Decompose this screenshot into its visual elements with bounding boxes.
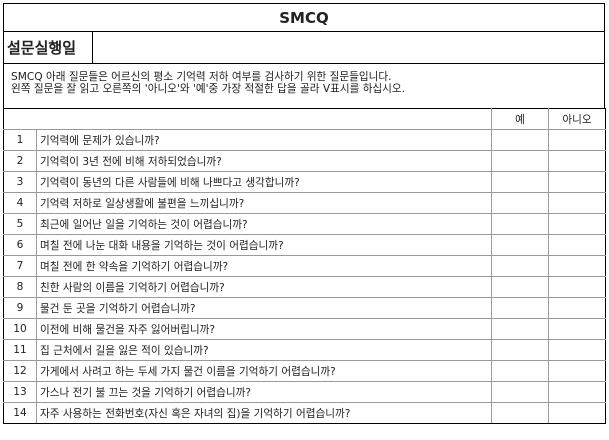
instruction-line: SMCQ 아래 질문들은 어르신의 평소 기억력 저하 여부를 검사하기 위한 … (11, 71, 392, 83)
header-no: 아니오 (548, 108, 606, 130)
table-row: 11 집 근처에서 길을 잃은 적이 있습니까? (3, 339, 606, 361)
question-number: 2 (3, 150, 37, 172)
answer-yes-cell[interactable] (491, 213, 549, 235)
header-question (36, 108, 492, 130)
question-text: 집 근처에서 길을 잃은 적이 있습니까? (36, 339, 492, 361)
question-text: 며칠 전에 한 약속을 기억하기 어렵습니까? (36, 255, 492, 277)
answer-no-cell[interactable] (548, 297, 606, 319)
answer-no-cell[interactable] (548, 150, 606, 172)
question-text: 기억력 저하로 일상생활에 불편을 느끼십니까? (36, 192, 492, 214)
answer-no-cell[interactable] (548, 234, 606, 256)
form-title: SMCQ (3, 3, 605, 32)
question-text: 물건 둔 곳을 기억하기 어렵습니까? (36, 297, 492, 319)
survey-date-label: 설문실행일 (4, 32, 93, 63)
table-row: 1 기억력에 문제가 있습니까? (3, 129, 606, 151)
question-number: 1 (3, 129, 37, 151)
header-yes: 예 (491, 108, 549, 130)
answer-yes-cell[interactable] (491, 402, 549, 424)
table-row: 4 기억력 저하로 일상생활에 불편을 느끼십니까? (3, 192, 606, 214)
answer-yes-cell[interactable] (491, 297, 549, 319)
answer-no-cell[interactable] (548, 339, 606, 361)
answer-no-cell[interactable] (548, 213, 606, 235)
answer-yes-cell[interactable] (491, 150, 549, 172)
answer-no-cell[interactable] (548, 381, 606, 403)
question-number: 7 (3, 255, 37, 277)
answer-yes-cell[interactable] (491, 129, 549, 151)
survey-date-field[interactable] (93, 32, 604, 63)
question-text: 기억력이 3년 전에 비해 저하되었습니까? (36, 150, 492, 172)
question-text: 최근에 일어난 일을 기억하는 것이 어렵습니까? (36, 213, 492, 235)
answer-yes-cell[interactable] (491, 234, 549, 256)
answer-yes-cell[interactable] (491, 276, 549, 298)
question-text: 이전에 비해 물건을 자주 잃어버립니까? (36, 318, 492, 340)
answer-no-cell[interactable] (548, 402, 606, 424)
question-number: 4 (3, 192, 37, 214)
answer-yes-cell[interactable] (491, 339, 549, 361)
answer-no-cell[interactable] (548, 360, 606, 382)
survey-date-row: 설문실행일 (3, 32, 605, 64)
table-row: 10 이전에 비해 물건을 자주 잃어버립니까? (3, 318, 606, 340)
question-text: 친한 사람의 이름을 기억하기 어렵습니까? (36, 276, 492, 298)
table-row: 13 가스나 전기 불 끄는 것을 기억하기 어렵습니까? (3, 381, 606, 403)
answer-yes-cell[interactable] (491, 381, 549, 403)
question-text: 가게에서 사려고 하는 두세 가지 물건 이름을 기억하기 어렵습니까? (36, 360, 492, 382)
question-number: 5 (3, 213, 37, 235)
table-row: 6 며칠 전에 나눈 대화 내용을 기억하는 것이 어렵습니까? (3, 234, 606, 256)
question-number: 3 (3, 171, 37, 193)
answer-yes-cell[interactable] (491, 171, 549, 193)
question-number: 9 (3, 297, 37, 319)
question-table: 예 아니오 1 기억력에 문제가 있습니까? 2 기억력이 3년 전에 비해 저하되었… (3, 108, 606, 424)
table-row: 2 기억력이 3년 전에 비해 저하되었습니까? (3, 150, 606, 172)
question-number: 11 (3, 339, 37, 361)
question-text: 가스나 전기 불 끄는 것을 기억하기 어렵습니까? (36, 381, 492, 403)
answer-no-cell[interactable] (548, 129, 606, 151)
table-row: 7 며칠 전에 한 약속을 기억하기 어렵습니까? (3, 255, 606, 277)
smcq-form: SMCQ 설문실행일 SMCQ 아래 질문들은 어르신의 평소 기억력 저하 여… (3, 3, 606, 437)
answer-no-cell[interactable] (548, 255, 606, 277)
table-row: 12 가게에서 사려고 하는 두세 가지 물건 이름을 기억하기 어렵습니까? (3, 360, 606, 382)
answer-yes-cell[interactable] (491, 255, 549, 277)
answer-no-cell[interactable] (548, 192, 606, 214)
question-number: 8 (3, 276, 37, 298)
answer-no-cell[interactable] (548, 318, 606, 340)
table-header-row: 예 아니오 (3, 108, 606, 130)
table-row: 9 물건 둔 곳을 기억하기 어렵습니까? (3, 297, 606, 319)
table-row: 8 친한 사람의 이름을 기억하기 어렵습니까? (3, 276, 606, 298)
answer-yes-cell[interactable] (491, 360, 549, 382)
answer-yes-cell[interactable] (491, 192, 549, 214)
answer-yes-cell[interactable] (491, 318, 549, 340)
answer-no-cell[interactable] (548, 171, 606, 193)
question-text: 자주 사용하는 전화번호(자신 혹은 자녀의 집)을 기억하기 어렵습니까? (36, 402, 492, 424)
question-number: 14 (3, 402, 37, 424)
question-number: 12 (3, 360, 37, 382)
question-text: 며칠 전에 나눈 대화 내용을 기억하는 것이 어렵습니까? (36, 234, 492, 256)
table-row: 3 기억력이 동년의 다른 사람들에 비해 나쁘다고 생각합니까? (3, 171, 606, 193)
table-row: 5 최근에 일어난 일을 기억하는 것이 어렵습니까? (3, 213, 606, 235)
answer-no-cell[interactable] (548, 276, 606, 298)
header-number (3, 108, 37, 130)
question-number: 13 (3, 381, 37, 403)
table-row: 14 자주 사용하는 전화번호(자신 혹은 자녀의 집)을 기억하기 어렵습니까? (3, 402, 606, 424)
question-text: 기억력이 동년의 다른 사람들에 비해 나쁘다고 생각합니까? (36, 171, 492, 193)
question-number: 10 (3, 318, 37, 340)
instructions: SMCQ 아래 질문들은 어르신의 평소 기억력 저하 여부를 검사하기 위한 … (3, 64, 605, 108)
question-number: 6 (3, 234, 37, 256)
instruction-line: 왼쪽 질문을 잘 읽고 오른쪽의 '아니오'와 '예'중 가장 적절한 답을 골… (11, 83, 406, 95)
question-text: 기억력에 문제가 있습니까? (36, 129, 492, 151)
